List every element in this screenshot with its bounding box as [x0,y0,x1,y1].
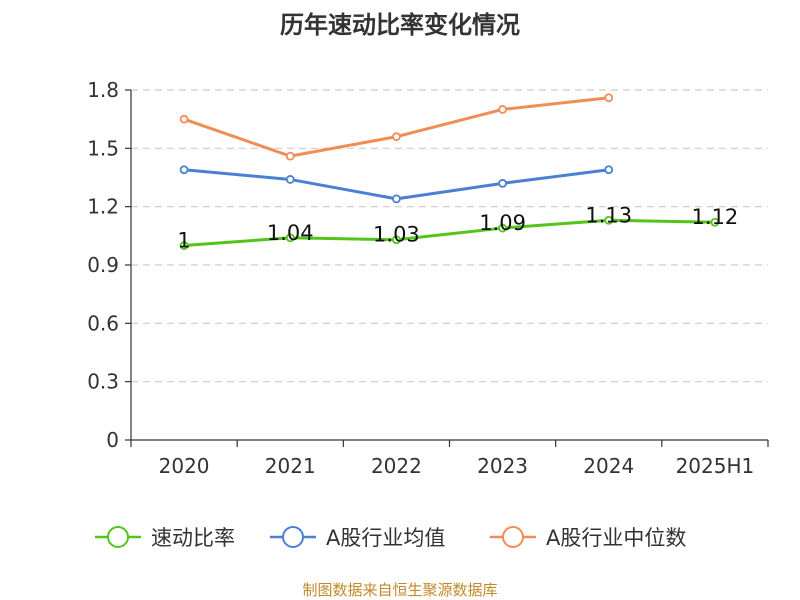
data-point [710,217,720,227]
x-tick-label: 2021 [265,454,316,478]
y-tick-label: 1.8 [87,78,119,102]
legend-label: A股行业中位数 [546,526,686,550]
data-label: 1.09 [479,211,526,235]
data-point [604,93,614,103]
x-tick-label: 2022 [371,454,422,478]
data-point [285,151,295,161]
legend-marker [282,526,304,548]
chart-title: 历年速动比率变化情况 [280,11,520,39]
legend-marker [107,526,129,548]
data-point [498,105,507,114]
axes: 0 0.3 0.6 0.9 1.2 1.5 1.8 2020 2021 2022 2023 2024 2… [87,78,769,478]
data-point [285,233,295,243]
y-tick-label: 0.9 [87,253,119,277]
data-point [179,114,189,124]
legend: 速动比率 A股行业均值 A股行业中位数 [95,526,686,550]
data-point [498,223,507,233]
series-line-0 [183,218,715,248]
series-lines [179,93,720,250]
series-line-2 [183,96,609,158]
y-tick-label: 1.5 [87,136,119,160]
source-note: 制图数据来自恒生聚源数据库 [302,581,497,599]
x-tick-label: 2025H1 [676,454,755,478]
x-tick-label: 2020 [159,454,210,478]
data-label: 1.04 [267,221,314,245]
data-label: 1.13 [585,203,632,227]
legend-label: A股行业均值 [326,526,445,550]
grid-lines [131,89,768,383]
data-point [285,175,295,184]
data-label: 1.03 [373,223,420,247]
y-tick-label: 0.3 [87,370,119,394]
data-labels: 1 1.04 1.03 1.09 1.13 1.12 [177,203,738,252]
data-point [179,165,189,175]
data-label: 1.12 [692,205,739,229]
x-tick-label: 2024 [583,454,634,478]
data-point [392,235,401,245]
legend-label: 速动比率 [151,526,235,550]
y-tick-label: 1.2 [87,195,119,219]
data-point [392,132,401,142]
y-tick-label: 0.6 [87,311,119,335]
data-label: 1 [177,229,190,253]
y-tick-label: 0 [106,428,119,452]
data-point [392,194,401,204]
legend-marker [502,526,524,548]
data-point [604,165,614,175]
data-point [498,178,507,188]
data-point [604,215,614,225]
data-point [179,241,189,250]
x-tick-label: 2023 [477,454,528,478]
